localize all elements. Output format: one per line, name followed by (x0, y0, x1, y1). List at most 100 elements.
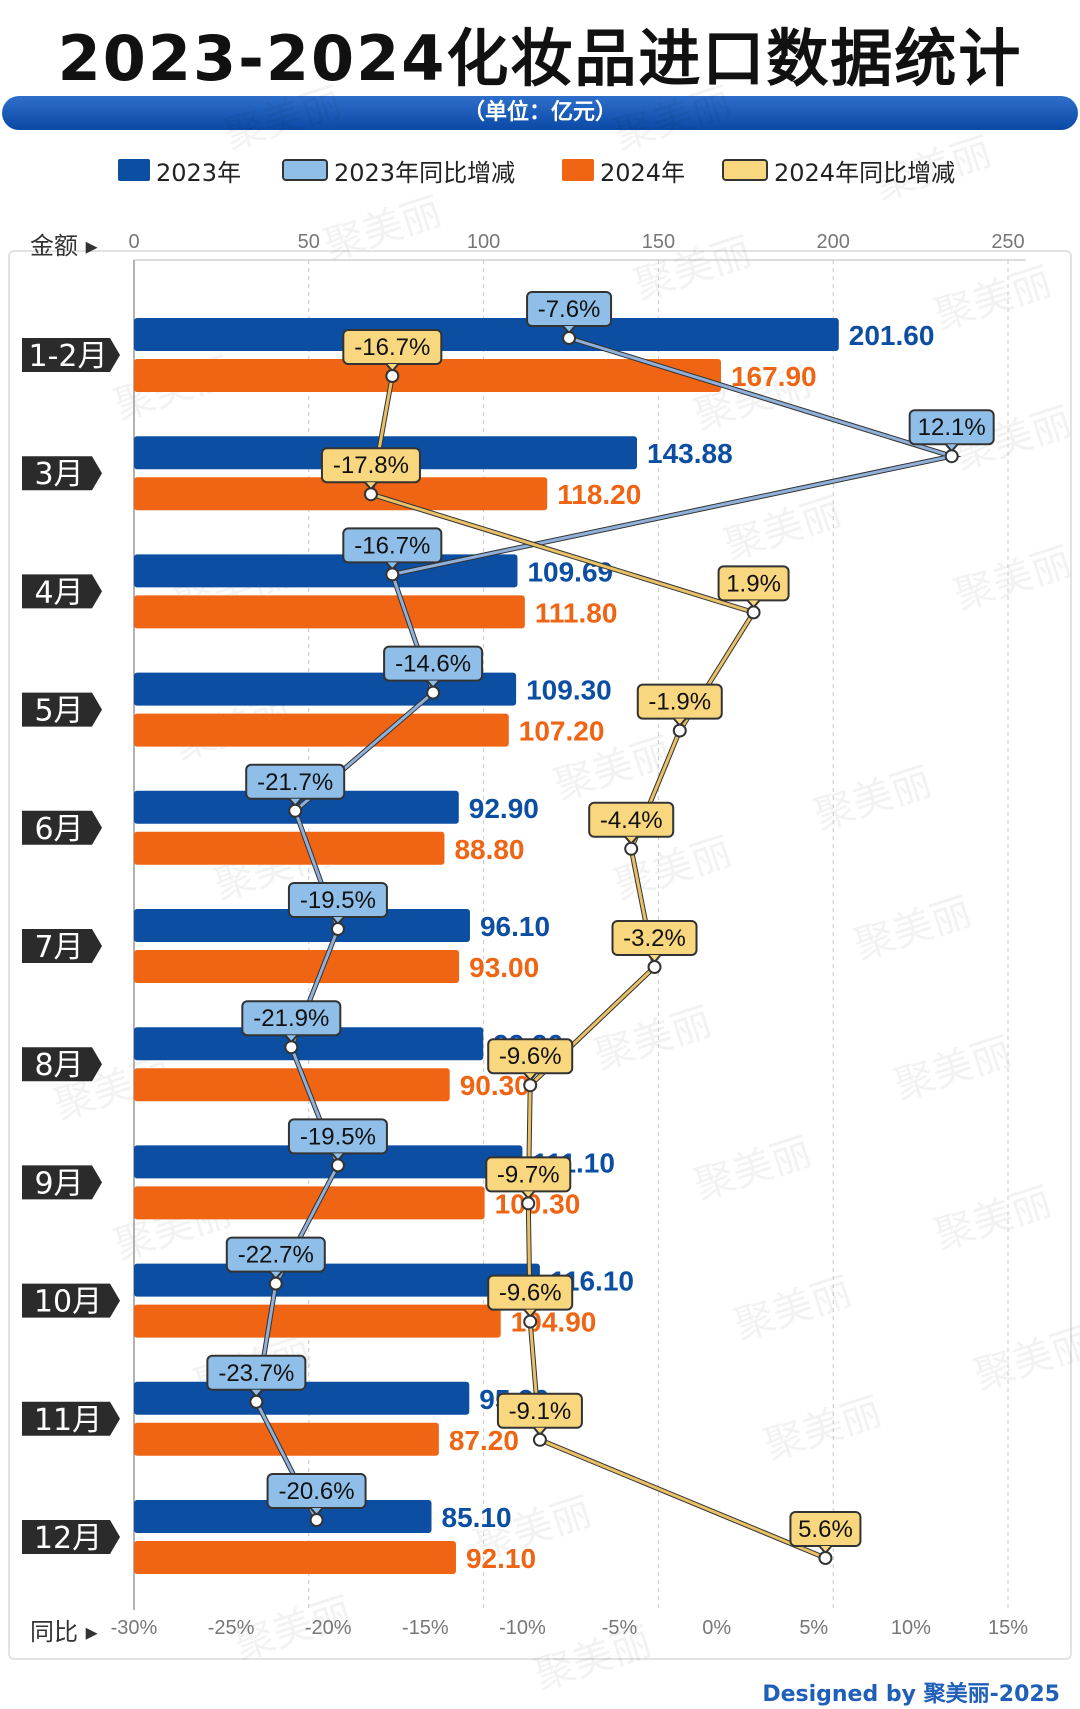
bar-2024 (134, 1068, 450, 1102)
bar-2023 (134, 909, 470, 942)
yoy-2023-label: -20.6% (279, 1478, 355, 1505)
watermark-text: 聚美丽 (889, 1029, 1017, 1110)
yoy-2024-point (385, 369, 400, 383)
watermark-text: 聚美丽 (849, 889, 977, 970)
legend-item-2023: 2023年 (118, 152, 241, 188)
unit-banner: （单位：亿元） (2, 96, 1078, 130)
legend-swatch-yoy-2024 (722, 159, 768, 181)
yoy-2023-point (944, 449, 959, 464)
chart-title: 2023-2024化妆品进口数据统计 (57, 22, 1023, 95)
yoy-2024-point (746, 605, 761, 620)
month-label: 12月 (34, 1521, 102, 1556)
yoy-2023-point (288, 803, 303, 818)
bar-2023-value-label: 85.10 (442, 1502, 512, 1533)
yoy-tick-label: 5% (799, 1617, 828, 1639)
bar-2024-value-label: 88.80 (454, 834, 524, 865)
month-tag (22, 456, 102, 491)
watermark-text: 聚美丽 (949, 539, 1077, 620)
yoy-tick-label: -30% (111, 1617, 158, 1639)
bar-2023-value-label: 92.90 (469, 793, 539, 824)
yoy-2023-label: -16.7% (354, 532, 430, 559)
amount-tick-label: 100 (467, 231, 500, 253)
month-tag (22, 1520, 120, 1554)
bar-2024 (134, 1304, 501, 1338)
yoy-2023-label: -22.7% (238, 1242, 314, 1269)
yoy-tick-label: 15% (988, 1617, 1028, 1639)
bar-2024 (134, 595, 525, 629)
yoy-tick-label: -25% (208, 1617, 255, 1639)
legend-label-2023: 2023年 (156, 158, 242, 187)
footer-credit: Designed by 聚美丽-2025 (762, 1682, 1060, 1707)
bar-2023 (134, 1145, 523, 1179)
bar-2024 (134, 477, 548, 511)
month-tag (22, 1165, 102, 1200)
watermark-text: 聚美丽 (609, 79, 737, 160)
plot-frame (8, 250, 1072, 1660)
yoy-2023-label: -21.7% (257, 769, 333, 796)
bar-2024 (134, 1186, 485, 1220)
bar-2024 (134, 950, 460, 983)
month-label: 6月 (34, 812, 83, 847)
yoy-2024-point (523, 1314, 538, 1329)
yoy-2024-point (363, 487, 378, 502)
yoy-2024-label: -3.2% (623, 925, 686, 952)
month-tag (22, 338, 120, 372)
bar-2023-value-label: 109.30 (526, 675, 612, 706)
legend-label-yoy-2024: 2024年同比增减 (774, 158, 956, 187)
legend-swatch-yoy-2023 (282, 159, 328, 181)
bar-2024 (134, 1541, 456, 1574)
yoy-axis-label: 同比 ▸ (30, 1618, 98, 1646)
bar-2024 (134, 1422, 439, 1456)
month-label: 10月 (34, 1285, 102, 1320)
yoy-2024-point (523, 1078, 538, 1093)
yoy-tick-label: -15% (402, 1617, 449, 1639)
month-tag (22, 810, 102, 845)
amount-tick-label: 250 (991, 231, 1024, 253)
amount-tick-label: 200 (817, 231, 850, 253)
legend-label-yoy-2023: 2023年同比增减 (334, 158, 516, 187)
month-label: 11月 (34, 1403, 102, 1438)
yoy-2024-point (532, 1432, 547, 1447)
yoy-2024-label: -4.4% (600, 807, 663, 834)
yoy-tick-label: -10% (499, 1617, 546, 1639)
yoy-2023-label: -23.7% (218, 1360, 294, 1387)
yoy-2024-point (672, 723, 687, 738)
yoy-2024-label: -9.7% (497, 1161, 560, 1188)
month-tag (22, 1401, 120, 1436)
watermark-text: 聚美丽 (529, 1619, 657, 1700)
month-label: 9月 (34, 1166, 83, 1201)
yoy-2023-point (284, 1040, 299, 1055)
bar-2023-value-label: 96.10 (480, 911, 550, 942)
watermark-text: 聚美丽 (929, 1179, 1057, 1260)
legend: 2023年 2023年同比增减 2024年 2024年同比增减 (0, 152, 1080, 188)
watermark-text: 聚美丽 (319, 189, 447, 270)
bar-2024 (134, 831, 445, 865)
month-label: 1-2月 (29, 339, 108, 374)
month-label: 3月 (34, 457, 83, 492)
bar-2024-value-label: 118.20 (557, 479, 641, 510)
amount-tick-label: 0 (128, 231, 139, 253)
bar-2024-value-label: 92.10 (466, 1543, 536, 1574)
month-tag (22, 1047, 102, 1082)
yoy-2023-point (385, 567, 400, 582)
yoy-2023-label: -21.9% (253, 1005, 329, 1032)
legend-item-2024: 2024年 (562, 152, 685, 188)
bar-2023 (134, 1027, 484, 1061)
yoy-2023-point (249, 1394, 264, 1409)
yoy-2023-point (426, 685, 441, 700)
month-label: 4月 (34, 575, 83, 610)
bar-2024-value-label: 167.90 (731, 361, 817, 392)
yoy-2023-point (330, 922, 345, 936)
yoy-2024-point (818, 1551, 833, 1565)
bar-2024 (134, 359, 721, 392)
bar-2024-value-label: 100.30 (495, 1188, 581, 1219)
watermark-text: 聚美丽 (219, 79, 347, 160)
legend-item-yoy-2023: 2023年同比增减 (282, 152, 515, 188)
bar-2024-value-label: 90.30 (460, 1070, 530, 1101)
yoy-2023-label: -19.5% (300, 1123, 376, 1150)
yoy-2024-label: 5.6% (798, 1516, 853, 1543)
yoy-2023-label: -14.6% (395, 651, 471, 678)
yoy-2024-label: -17.8% (333, 452, 409, 479)
yoy-2024-label: -9.1% (509, 1398, 572, 1425)
